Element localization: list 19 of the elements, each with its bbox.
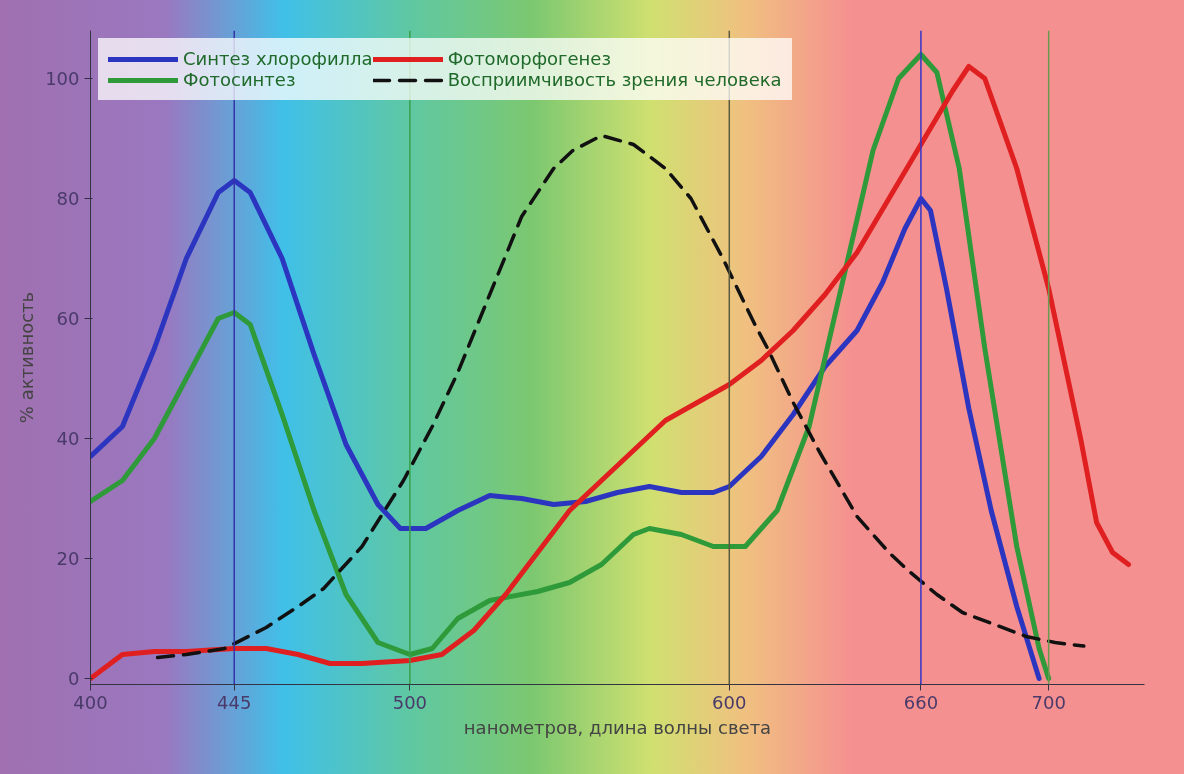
y-axis-title: % активность [16, 291, 38, 424]
y-tick-label: 60 [56, 308, 80, 329]
x-tick-label: 400 [73, 691, 108, 713]
legend-label: Восприимчивость зрения человека [447, 69, 782, 90]
line-series [155, 133, 1086, 660]
x-axis-title: нанометров, длина волны света [463, 716, 772, 738]
legend-label: Синтез хлорофилла [183, 48, 373, 69]
x-tick-label: 600 [712, 691, 747, 713]
y-tick-label: 40 [56, 428, 80, 449]
x-tick-label: 660 [903, 691, 939, 713]
y-tick-label: 80 [56, 188, 80, 209]
x-tick-label: 445 [217, 691, 252, 713]
y-tick-label: 100 [45, 68, 80, 89]
x-tick-label: 700 [1031, 691, 1066, 713]
legend-label: Фотосинтез [183, 69, 296, 90]
legend-label: Фотоморфогенез [447, 48, 611, 69]
y-tick-label: 20 [56, 548, 80, 569]
x-tick-label: 500 [392, 691, 428, 713]
y-tick-label: 0 [68, 668, 80, 689]
